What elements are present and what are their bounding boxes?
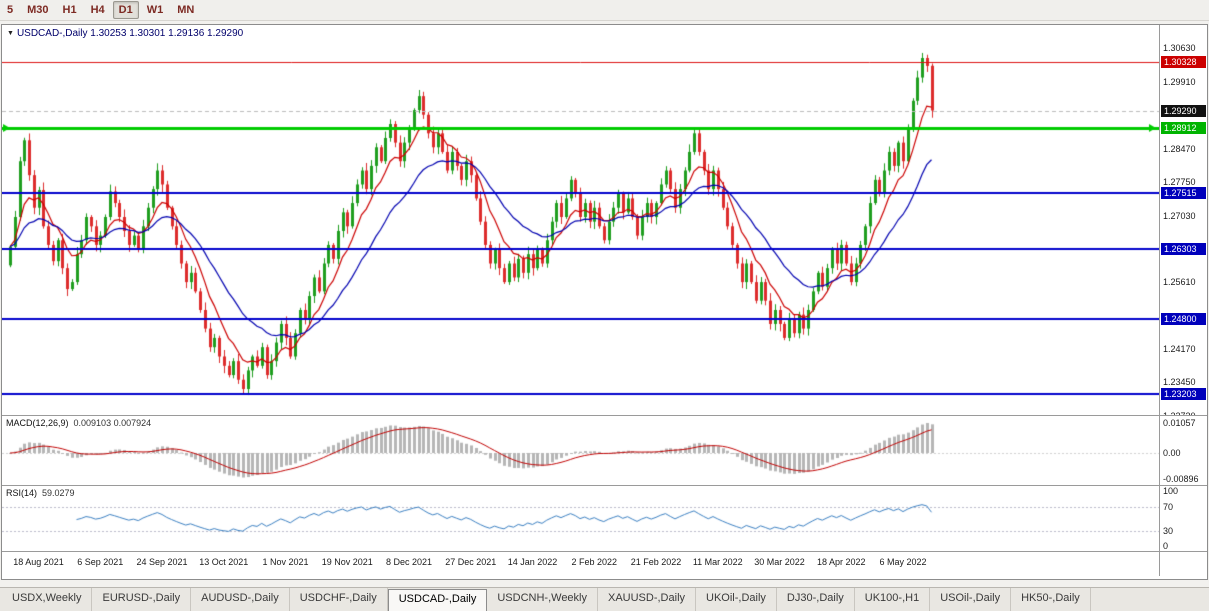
- rsi-value: 59.0279: [42, 488, 75, 498]
- date-label: 19 Nov 2021: [321, 557, 373, 567]
- price-axis[interactable]: 1.30630 1.29910 1.28470 1.27750 1.27030 1.256…: [1159, 25, 1207, 415]
- price-tick: 1.30630: [1163, 43, 1196, 54]
- level-price-box: 1.27515: [1161, 187, 1206, 200]
- macd-values: 0.009103 0.007924: [73, 418, 152, 428]
- date-label: 11 Mar 2022: [692, 557, 743, 567]
- date-label: 18 Aug 2021: [13, 557, 64, 567]
- chart-tab-usdcad[interactable]: USDCAD-,Daily: [387, 589, 488, 611]
- date-label: 18 Apr 2022: [816, 557, 866, 567]
- timeframe-button-w1[interactable]: W1: [146, 4, 164, 16]
- chart-tabs-bar: USDX,Weekly EURUSD-,Daily AUDUSD-,Daily USD…: [0, 587, 1209, 611]
- price-chart-canvas[interactable]: [2, 25, 1159, 415]
- price-tick: 1.27030: [1163, 210, 1196, 221]
- timeframe-button-h4[interactable]: H4: [90, 4, 105, 16]
- macd-tick: 0.01057: [1163, 417, 1196, 428]
- chart-tab-dj30[interactable]: DJ30-,Daily: [777, 588, 855, 611]
- rsi-tick: 100: [1163, 486, 1179, 496]
- date-labels: 18 Aug 2021 6 Sep 2021 24 Sep 2021 13 Oct 2…: [2, 552, 1159, 576]
- date-label: 6 Sep 2021: [77, 557, 124, 567]
- price-tick: 1.22730: [1163, 410, 1196, 416]
- timeframe-buttons: 5 M30 H1 H4 D1 W1 MN: [1, 1, 202, 19]
- timeframe-button-m30[interactable]: M30: [27, 4, 49, 16]
- rsi-tick: 70: [1163, 502, 1174, 513]
- price-tick: 1.28470: [1163, 143, 1196, 154]
- current-price-price-box: 1.29290: [1161, 104, 1206, 117]
- date-label: 13 Oct 2021: [199, 557, 249, 567]
- rsi-axis: 100 70 30 0: [1159, 486, 1207, 551]
- chart-tab-usdx[interactable]: USDX,Weekly: [2, 588, 93, 611]
- timeframe-button-mn[interactable]: MN: [177, 4, 195, 16]
- timeframe-toolbar: 5 M30 H1 H4 D1 W1 MN: [0, 0, 1209, 21]
- date-label: 14 Jan 2022: [507, 557, 558, 567]
- price-tick: 1.25610: [1163, 276, 1196, 287]
- level-price-box: 1.30328: [1161, 56, 1206, 69]
- date-label: 2 Feb 2022: [571, 557, 618, 567]
- timeframe-button-h1[interactable]: H1: [62, 4, 77, 16]
- chart-tab-xauusd[interactable]: XAUUSD-,Daily: [598, 588, 697, 611]
- rsi-name: RSI(14): [6, 488, 38, 498]
- timeframe-button-d1[interactable]: D1: [112, 1, 139, 19]
- date-label: 8 Dec 2021: [385, 557, 433, 567]
- rsi-panel: RSI(14) 59.0279 100 70 30 0: [2, 486, 1207, 552]
- timeframe-button-5[interactable]: 5: [7, 4, 14, 16]
- macd-tick: 0.00: [1163, 448, 1181, 458]
- chart-tab-usdcnh[interactable]: USDCNH-,Weekly: [487, 588, 598, 611]
- chart-tab-audusd[interactable]: AUDUSD-,Daily: [191, 588, 290, 611]
- time-axis-corner: [1159, 552, 1207, 576]
- price-tick: 1.29910: [1163, 76, 1196, 87]
- date-label: 27 Dec 2021: [445, 557, 497, 567]
- chart-tab-eurusd[interactable]: EURUSD-,Daily: [92, 588, 192, 611]
- chart-tab-uk100[interactable]: UK100-,H1: [855, 588, 931, 611]
- rsi-label: RSI(14) 59.0279: [6, 488, 75, 498]
- macd-canvas[interactable]: [2, 416, 1159, 485]
- macd-tick: -0.00896: [1163, 473, 1199, 484]
- price-tick: 1.27750: [1163, 177, 1196, 188]
- level-price-box: 1.28912: [1161, 122, 1206, 135]
- chart-title: ▼ USDCAD-,Daily 1.30253 1.30301 1.29136 1…: [7, 28, 243, 39]
- price-tick: 1.23450: [1163, 377, 1196, 388]
- date-label: 6 May 2022: [879, 557, 927, 567]
- rsi-tick: 0: [1163, 541, 1169, 551]
- level-price-box: 1.24800: [1161, 313, 1206, 326]
- macd-label: MACD(12,26,9) 0.009103 0.007924: [6, 418, 151, 428]
- date-label: 30 Mar 2022: [754, 557, 805, 567]
- chart-title-text: USDCAD-,Daily 1.30253 1.30301 1.29136 1.…: [16, 28, 244, 39]
- price-tick: 1.24170: [1163, 343, 1196, 354]
- date-label: 24 Sep 2021: [136, 557, 188, 567]
- macd-name: MACD(12,26,9): [6, 418, 69, 428]
- chart-tab-usoil[interactable]: USOil-,Daily: [930, 588, 1012, 611]
- level-price-box: 1.23203: [1161, 387, 1206, 400]
- time-axis[interactable]: 18 Aug 2021 6 Sep 2021 24 Sep 2021 13 Oct 2…: [2, 552, 1207, 576]
- level-price-box: 1.26303: [1161, 243, 1206, 256]
- price-panel: ▼ USDCAD-,Daily 1.30253 1.30301 1.29136 1…: [2, 25, 1207, 416]
- chart-window: ▼ USDCAD-,Daily 1.30253 1.30301 1.29136 1…: [1, 24, 1208, 580]
- chart-tab-usdchf[interactable]: USDCHF-,Daily: [290, 588, 388, 611]
- macd-axis: 0.01057 0.00 -0.00896: [1159, 416, 1207, 485]
- date-label: 21 Feb 2022: [630, 557, 682, 567]
- chart-dropdown-icon[interactable]: ▼: [7, 30, 14, 37]
- rsi-tick: 30: [1163, 525, 1174, 536]
- date-label: 1 Nov 2021: [262, 557, 309, 567]
- macd-panel: MACD(12,26,9) 0.009103 0.007924 0.01057 0.…: [2, 416, 1207, 486]
- chart-tab-hk50[interactable]: HK50-,Daily: [1011, 588, 1091, 611]
- rsi-canvas[interactable]: [2, 486, 1159, 551]
- chart-tab-ukoil[interactable]: UKOil-,Daily: [696, 588, 777, 611]
